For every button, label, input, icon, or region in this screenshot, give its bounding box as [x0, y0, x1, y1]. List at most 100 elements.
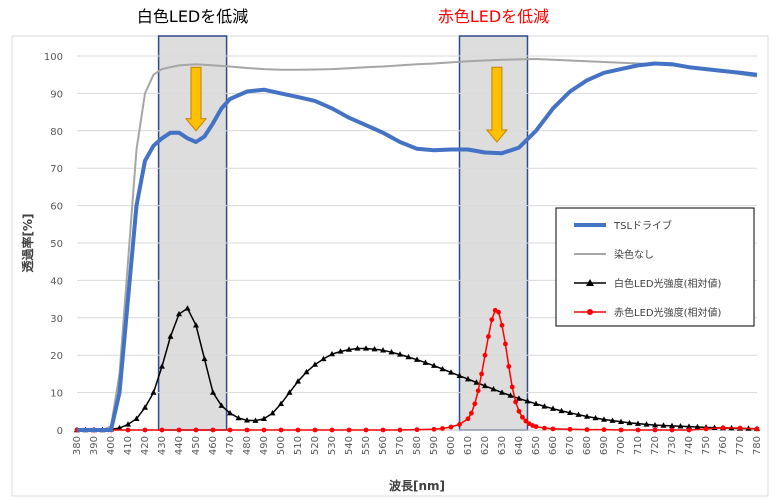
data-point — [210, 427, 216, 433]
data-point — [227, 409, 233, 416]
data-point — [244, 417, 250, 423]
data-point — [125, 421, 131, 427]
data-point — [601, 416, 607, 422]
data-point — [380, 427, 386, 433]
x-tick-label: 620 — [480, 436, 491, 455]
y-tick-label: 80 — [50, 127, 63, 138]
series-line — [77, 58, 758, 431]
data-point — [193, 322, 199, 328]
data-point — [550, 405, 556, 411]
data-point — [754, 426, 760, 432]
y-tick-label: 100 — [44, 52, 63, 63]
data-point — [329, 427, 335, 433]
data-point — [133, 415, 140, 421]
down-arrow-icon — [485, 66, 508, 143]
data-point — [496, 309, 501, 315]
x-tick-label: 590 — [429, 436, 440, 455]
data-point — [354, 345, 361, 351]
data-point — [618, 418, 624, 424]
legend-label: TSLドライブ — [613, 219, 672, 232]
legend-label: 染色なし — [614, 248, 654, 261]
data-point — [244, 427, 250, 433]
data-point — [660, 422, 667, 428]
legend-entry: 白色LED光強度(相対値) — [574, 277, 721, 290]
x-tick-label: 600 — [446, 436, 457, 455]
data-point — [513, 399, 518, 405]
data-point — [472, 401, 478, 407]
reduction-arrows — [184, 66, 508, 143]
series-layer — [74, 58, 760, 433]
data-point — [507, 392, 514, 398]
data-point — [542, 425, 547, 431]
y-tick-label: 70 — [50, 164, 63, 175]
data-point — [312, 361, 318, 367]
data-point — [669, 427, 675, 433]
data-point — [618, 427, 624, 433]
data-point — [524, 398, 531, 404]
data-point — [210, 389, 216, 395]
data-point — [371, 346, 378, 352]
y-tick-label: 20 — [50, 351, 63, 362]
x-tick-label: 400 — [106, 436, 117, 455]
data-point — [626, 419, 633, 426]
data-point — [482, 382, 488, 389]
data-point — [609, 417, 616, 423]
data-point — [601, 427, 607, 433]
x-tick-label: 680 — [582, 436, 593, 455]
data-point — [125, 427, 131, 433]
data-point — [457, 421, 462, 427]
x-tick-label: 460 — [208, 436, 219, 455]
data-point — [677, 423, 684, 429]
x-tick-label: 520 — [310, 436, 321, 455]
data-point — [486, 334, 491, 339]
data-point — [337, 348, 344, 354]
data-point — [479, 371, 484, 377]
data-point — [405, 353, 412, 360]
x-tick-label: 380 — [72, 436, 83, 455]
data-point — [397, 427, 403, 433]
legend-entry: 染色なし — [574, 248, 654, 261]
data-point — [448, 369, 454, 375]
data-point — [431, 426, 437, 432]
data-point — [116, 424, 123, 431]
x-tick-label: 720 — [650, 436, 661, 455]
data-point — [469, 410, 474, 416]
x-tick-label: 530 — [327, 436, 338, 455]
series-2 — [77, 58, 758, 431]
y-tick-label: 90 — [50, 89, 63, 100]
data-point — [176, 427, 182, 433]
legend-label: 白色LED光強度(相対値) — [614, 277, 721, 290]
x-tick-label: 770 — [735, 436, 746, 455]
x-tick-label: 700 — [616, 436, 627, 455]
x-tick-label: 570 — [395, 436, 406, 455]
data-point — [312, 427, 318, 433]
data-point — [499, 389, 505, 395]
data-point — [490, 386, 497, 392]
x-tick-label: 540 — [344, 436, 355, 455]
x-tick-label: 560 — [378, 436, 389, 455]
legend-marker — [587, 309, 593, 315]
data-point — [278, 400, 284, 407]
legend-box — [555, 207, 755, 327]
data-point — [533, 400, 539, 407]
legend-entry: 赤色LED光強度(相対値) — [574, 306, 721, 319]
data-point — [533, 424, 539, 430]
data-point — [363, 345, 369, 351]
x-tick-label: 470 — [225, 436, 236, 455]
data-point — [176, 310, 182, 317]
data-point — [269, 409, 276, 416]
y-axis-label: 透過率[%] — [20, 214, 35, 273]
data-point — [567, 409, 573, 415]
data-point — [575, 411, 582, 417]
legend-label: 赤色LED光強度(相対値) — [614, 306, 721, 319]
x-tick-label: 690 — [599, 436, 610, 455]
data-point — [252, 417, 259, 423]
data-point — [397, 351, 403, 357]
x-tick-label: 710 — [633, 436, 644, 455]
data-point — [503, 341, 508, 347]
x-tick-label: 730 — [667, 436, 678, 455]
x-tick-label: 630 — [497, 436, 508, 455]
data-point — [541, 403, 548, 409]
